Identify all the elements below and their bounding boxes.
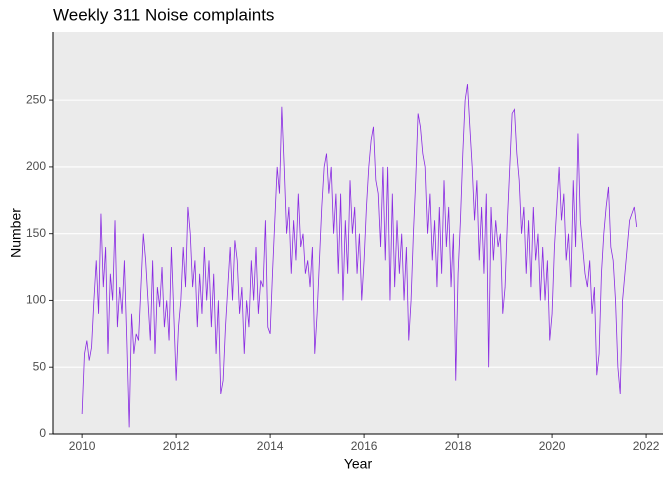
panel — [53, 32, 663, 434]
data-line — [81, 84, 638, 428]
x-tick-label: 2022 — [633, 439, 660, 453]
x-tick-label: 2020 — [539, 439, 566, 453]
y-tick-label: 100 — [26, 293, 46, 307]
x-tick-label: 2010 — [69, 439, 96, 453]
x-tick-label: 2016 — [351, 439, 378, 453]
x-tick-label: 2018 — [445, 439, 472, 453]
y-tick-label: 250 — [26, 92, 46, 106]
x-tick-label: 2014 — [257, 439, 284, 453]
y-tick-label: 0 — [39, 426, 46, 440]
y-tick-label: 50 — [33, 359, 47, 373]
x-tick-label: 2012 — [163, 439, 190, 453]
chart-title: Weekly 311 Noise complaints — [53, 5, 274, 24]
y-tick-label: 200 — [26, 159, 46, 173]
y-axis-label: Number — [8, 208, 24, 258]
y-tick-label: 150 — [26, 226, 46, 240]
x-axis-label: Year — [344, 456, 373, 472]
